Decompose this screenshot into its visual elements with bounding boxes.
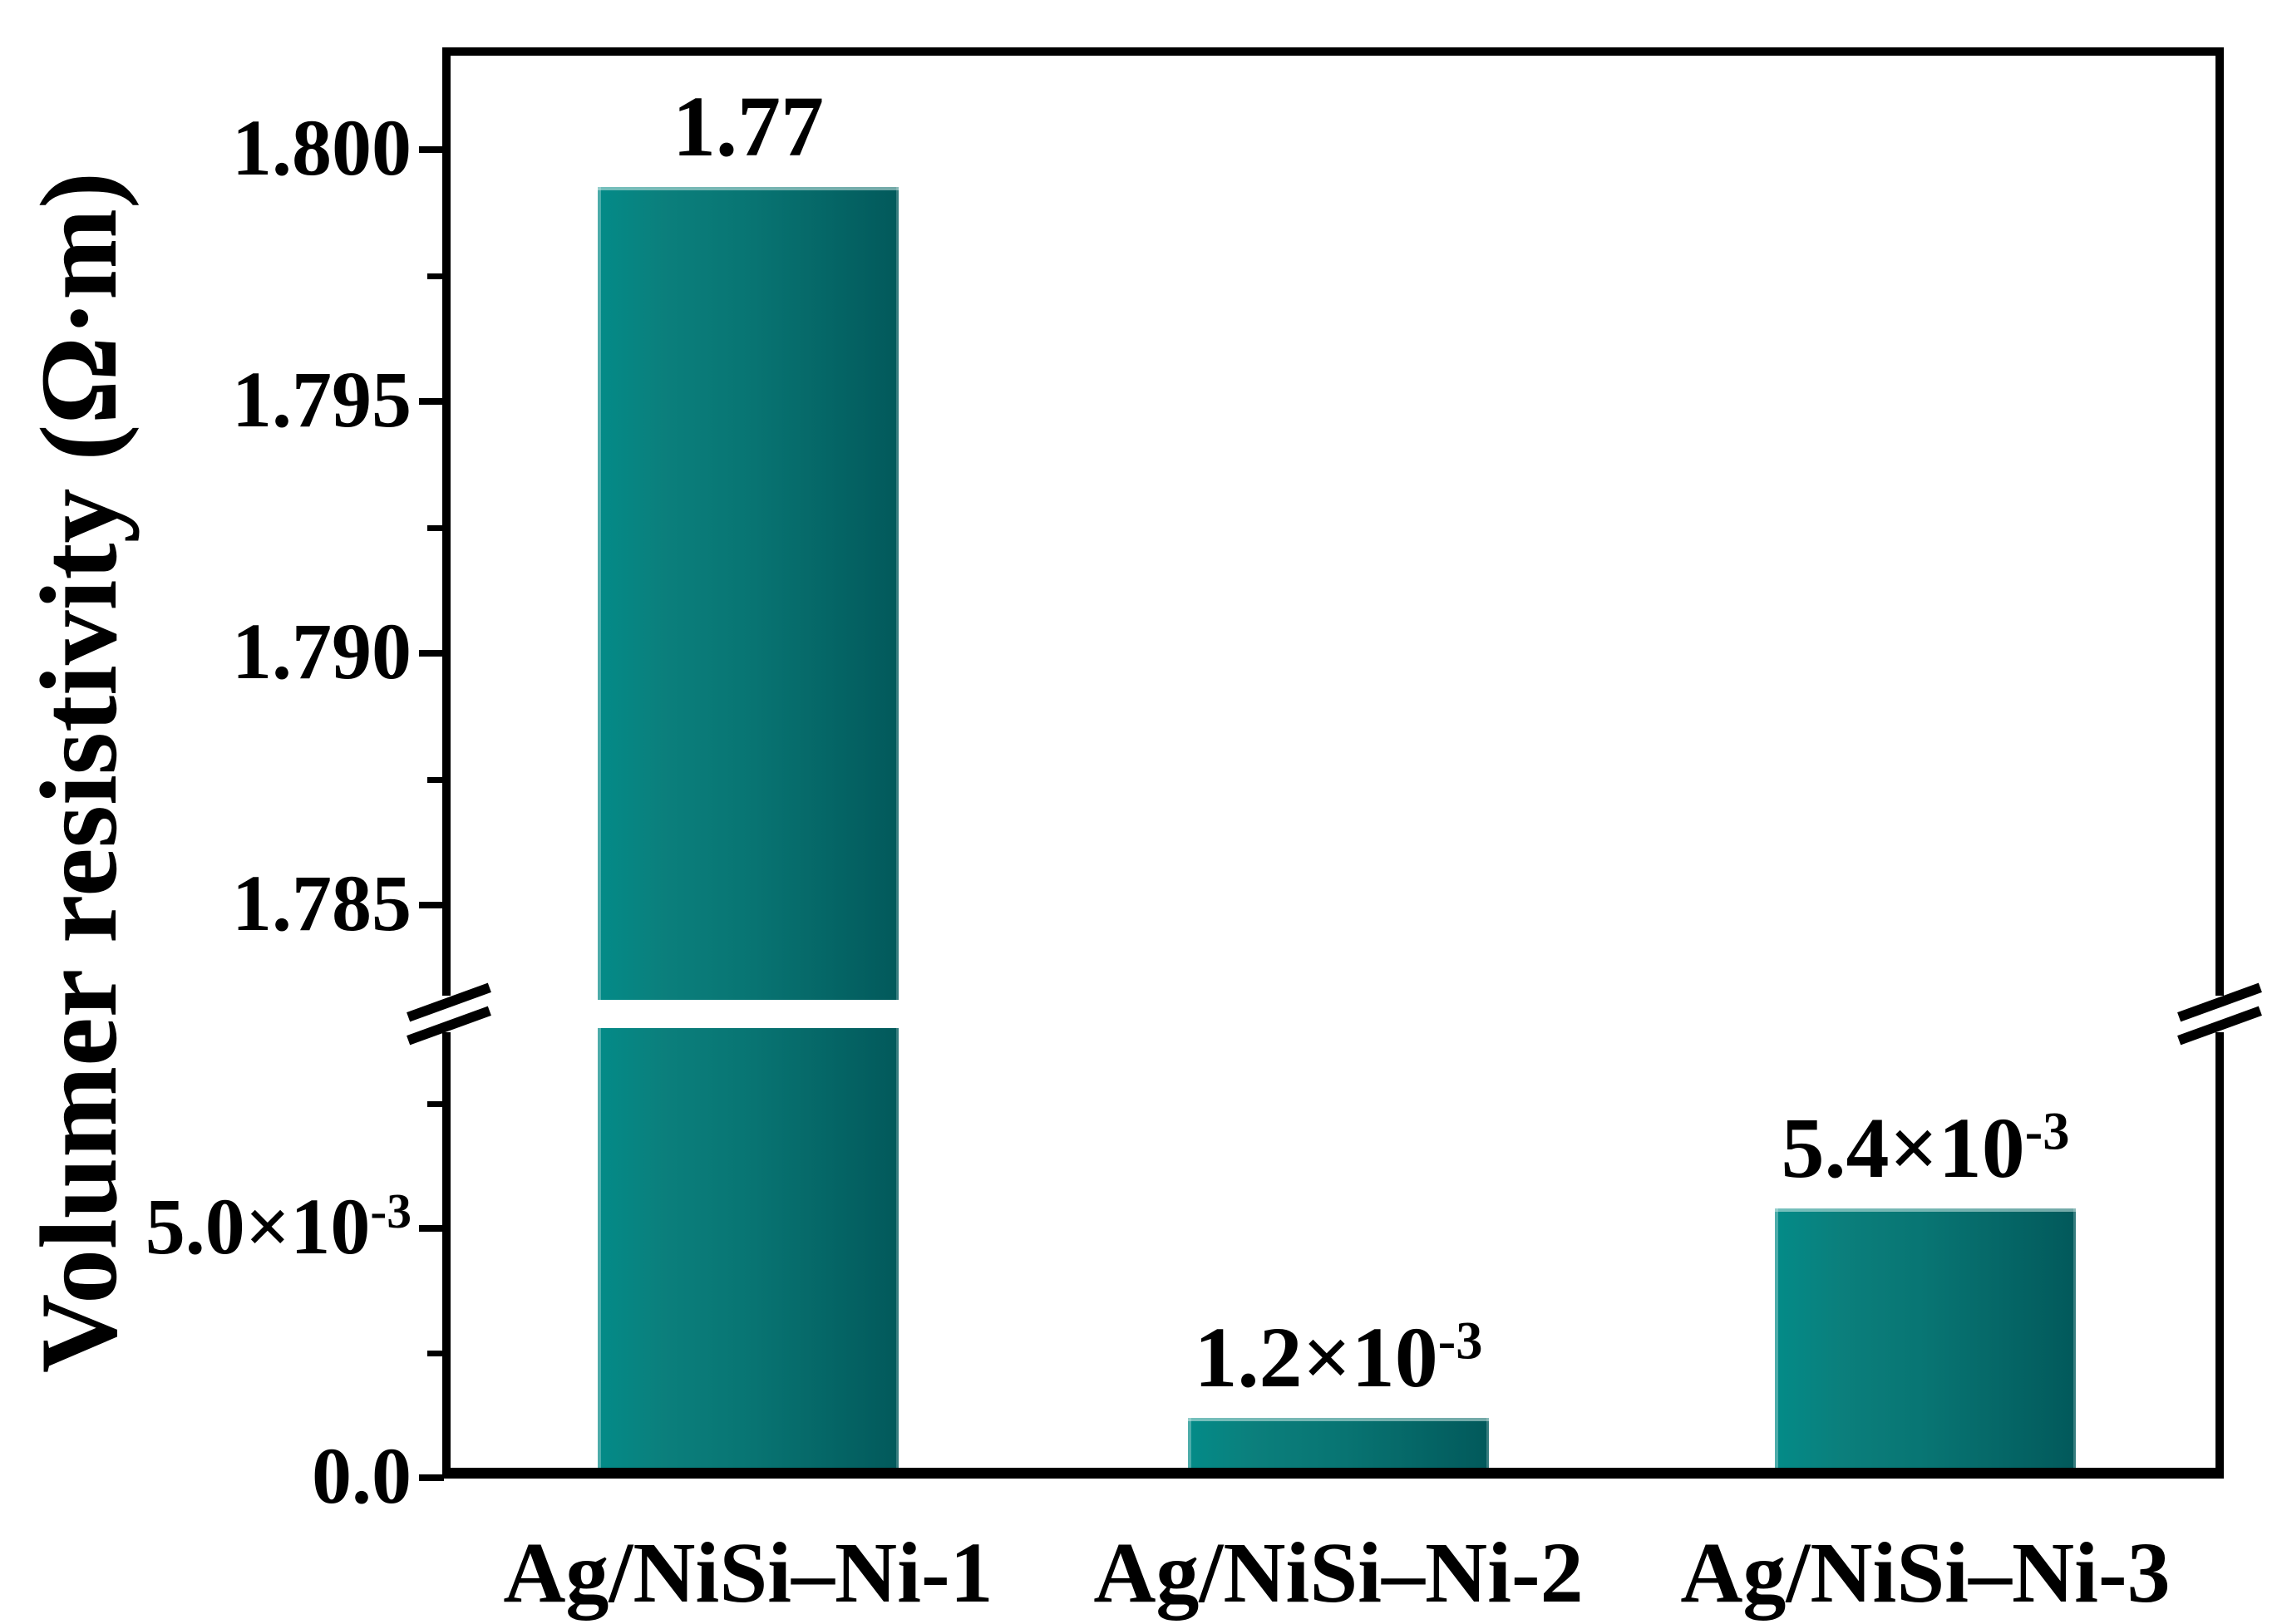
y-minor-tick [427, 273, 444, 279]
superscript-exponent: -3 [2024, 1101, 2070, 1161]
x-axis-line [442, 1468, 2224, 1479]
x-category-label: Ag/NiSi–Ni-1 [503, 1525, 993, 1621]
right-border-lower [2215, 1032, 2224, 1479]
bar-value-label: 5.4×10-3 [1781, 1100, 2070, 1196]
bar [1775, 1208, 2076, 1475]
y-tick-label: 1.790 [232, 607, 412, 696]
bar-axis-break-gap [594, 1000, 902, 1028]
y-minor-tick [427, 524, 444, 531]
y-major-tick [419, 1225, 444, 1232]
bar-value-label: 1.2×10-3 [1194, 1310, 1483, 1405]
y-major-tick [419, 650, 444, 657]
y-tick-label: 1.785 [232, 859, 412, 948]
y-major-tick [419, 146, 444, 153]
bar [1188, 1418, 1489, 1475]
y-axis-line-upper [442, 47, 451, 996]
y-major-tick [419, 398, 444, 405]
superscript-exponent: -3 [1437, 1311, 1483, 1371]
y-tick-label: 1.800 [232, 103, 412, 193]
y-major-tick [419, 1474, 444, 1481]
y-tick-label: 5.0×10-3 [145, 1182, 412, 1272]
x-category-label: Ag/NiSi–Ni-3 [1680, 1525, 2171, 1621]
y-major-tick [419, 902, 444, 908]
x-category-label: Ag/NiSi–Ni-2 [1093, 1525, 1584, 1621]
y-minor-tick [427, 1101, 444, 1107]
y-minor-tick [427, 1351, 444, 1356]
y-tick-label: 0.0 [312, 1431, 412, 1521]
y-axis-title-wrap: Volumer resistivity (Ω·m) [8, 33, 150, 1513]
y-minor-tick [427, 776, 444, 783]
superscript-exponent: -3 [370, 1184, 412, 1239]
bar-value-label: 1.77 [673, 79, 824, 175]
plot-border-top [442, 47, 2224, 56]
y-tick-label: 1.795 [232, 355, 412, 445]
bar [598, 187, 899, 1475]
right-border-upper [2215, 47, 2224, 996]
y-axis-line-lower [442, 1032, 451, 1479]
